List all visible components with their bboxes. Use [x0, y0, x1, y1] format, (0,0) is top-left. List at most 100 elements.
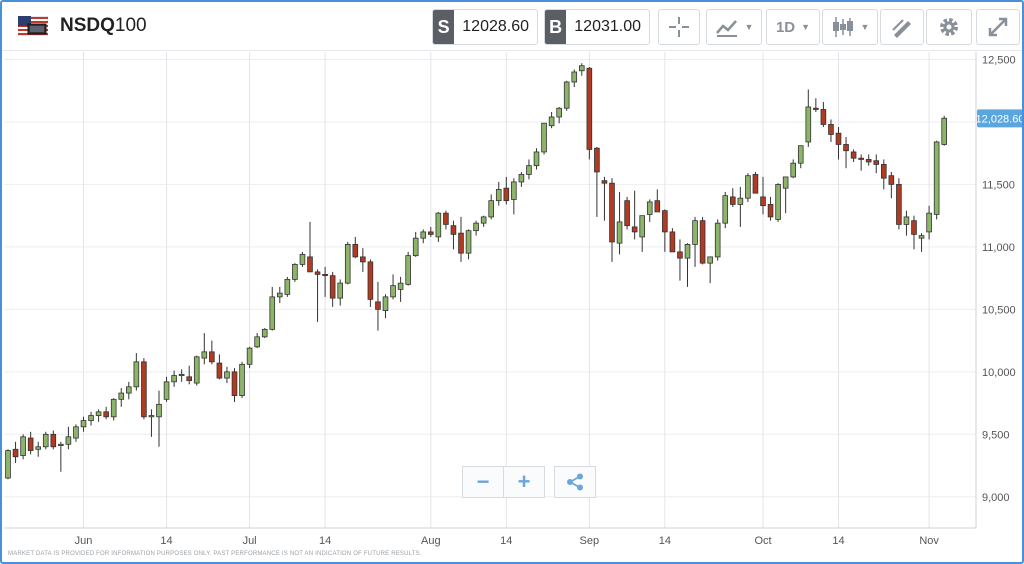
candle-up [533, 151, 540, 167]
candlestick-icon [832, 17, 853, 37]
share-button[interactable] [554, 466, 596, 498]
timeframe-label: 1D [775, 18, 796, 36]
y-tick-label: 11,000 [982, 242, 1015, 254]
candle-down [730, 196, 736, 205]
candle-up [239, 363, 245, 396]
candle-up [435, 212, 442, 238]
candle-down [586, 67, 593, 150]
price-chart[interactable]: 12,50012,00011,50011,00010,50010,0009,50… [2, 50, 1022, 550]
candle-up [480, 216, 487, 224]
candle-up [646, 201, 653, 215]
candle-down [677, 251, 683, 259]
candle-up [73, 426, 79, 439]
candle-up [201, 351, 208, 359]
candle-up [110, 398, 117, 418]
zoom-controls: − + [462, 466, 545, 498]
candle-up [337, 282, 343, 299]
chart-type-button[interactable]: ▼ [706, 9, 762, 45]
candle-up [548, 116, 555, 127]
candle-up [782, 176, 789, 189]
candle-down [835, 132, 842, 145]
candle-down [367, 261, 374, 300]
symbol-number: 100 [114, 15, 147, 36]
candle-up [412, 237, 419, 257]
candle-up [405, 255, 411, 285]
candle-up [344, 243, 351, 284]
candle-up [722, 195, 729, 224]
candle-up [80, 420, 87, 428]
candle-down [624, 200, 630, 227]
buy-price-button[interactable]: B 12031.00 [544, 9, 650, 45]
candle-up [465, 230, 472, 254]
candle-up [299, 253, 306, 265]
candlestick-button[interactable]: ▼ [822, 9, 878, 45]
candle-up [639, 215, 645, 238]
candle-up [541, 122, 547, 153]
x-tick-label: 14 [832, 535, 844, 547]
candle-up [571, 71, 578, 83]
candle-up [903, 216, 910, 225]
candle-up [126, 386, 132, 394]
candle-up [246, 347, 253, 365]
candle-up [563, 81, 570, 109]
sell-price-button[interactable]: S 12028.60 [432, 9, 538, 45]
candle-up [148, 415, 155, 418]
settings-button[interactable] [926, 9, 972, 45]
candle-down [27, 437, 34, 451]
symbol-name: NSDQ [60, 15, 115, 36]
crosshair-button[interactable] [658, 9, 700, 45]
fullscreen-button[interactable] [976, 9, 1020, 45]
candle-up [684, 243, 691, 259]
drawing-tools-button[interactable] [880, 9, 924, 45]
candle-up [58, 443, 64, 446]
candle-up [933, 141, 940, 215]
candle-up [269, 296, 276, 330]
zoom-out-button[interactable]: − [462, 466, 504, 498]
expand-icon [988, 17, 1008, 37]
candle-down [767, 204, 774, 218]
candle-down [662, 210, 668, 233]
candle-up [261, 328, 268, 338]
candle-down [329, 275, 336, 299]
candle-up [118, 392, 125, 400]
candle-down [843, 144, 849, 152]
candle-up [926, 212, 932, 233]
candle-up [178, 373, 185, 376]
candle-down [314, 271, 321, 275]
candle-down [443, 212, 449, 225]
candle-down [669, 231, 676, 253]
x-tick-label: 14 [319, 535, 331, 547]
y-tick-label: 9,000 [982, 492, 1010, 504]
candle-up [495, 189, 502, 202]
timeframe-dropdown[interactable]: 1D ▼ [766, 9, 820, 45]
x-tick-label: Aug [421, 535, 441, 547]
candle-down [911, 220, 917, 235]
gear-icon [940, 18, 958, 36]
candle-up [156, 403, 162, 418]
candle-down [873, 160, 880, 165]
candle-up [511, 181, 517, 200]
candle-up [918, 235, 925, 239]
x-tick-label: Sep [580, 535, 600, 547]
y-tick-label: 9,500 [982, 429, 1010, 441]
candle-up [20, 436, 26, 456]
x-tick-label: Jun [75, 535, 93, 547]
sell-tag: S [433, 10, 455, 44]
line-chart-icon [715, 20, 737, 37]
candle-down [850, 151, 857, 159]
x-tick-label: Oct [754, 535, 771, 547]
candle-up [707, 256, 713, 264]
candle-down [450, 225, 457, 235]
candle-up [941, 117, 947, 145]
zoom-in-button[interactable]: + [504, 466, 545, 498]
candle-down [881, 164, 887, 179]
candle-down [231, 371, 238, 396]
share-icon [567, 473, 583, 491]
candle-up [254, 336, 260, 348]
candle-down [609, 182, 615, 243]
candle-up [65, 436, 72, 445]
x-tick-label: 14 [659, 535, 671, 547]
candle-up [420, 231, 427, 239]
y-tick-label: 12,500 [982, 54, 1016, 66]
